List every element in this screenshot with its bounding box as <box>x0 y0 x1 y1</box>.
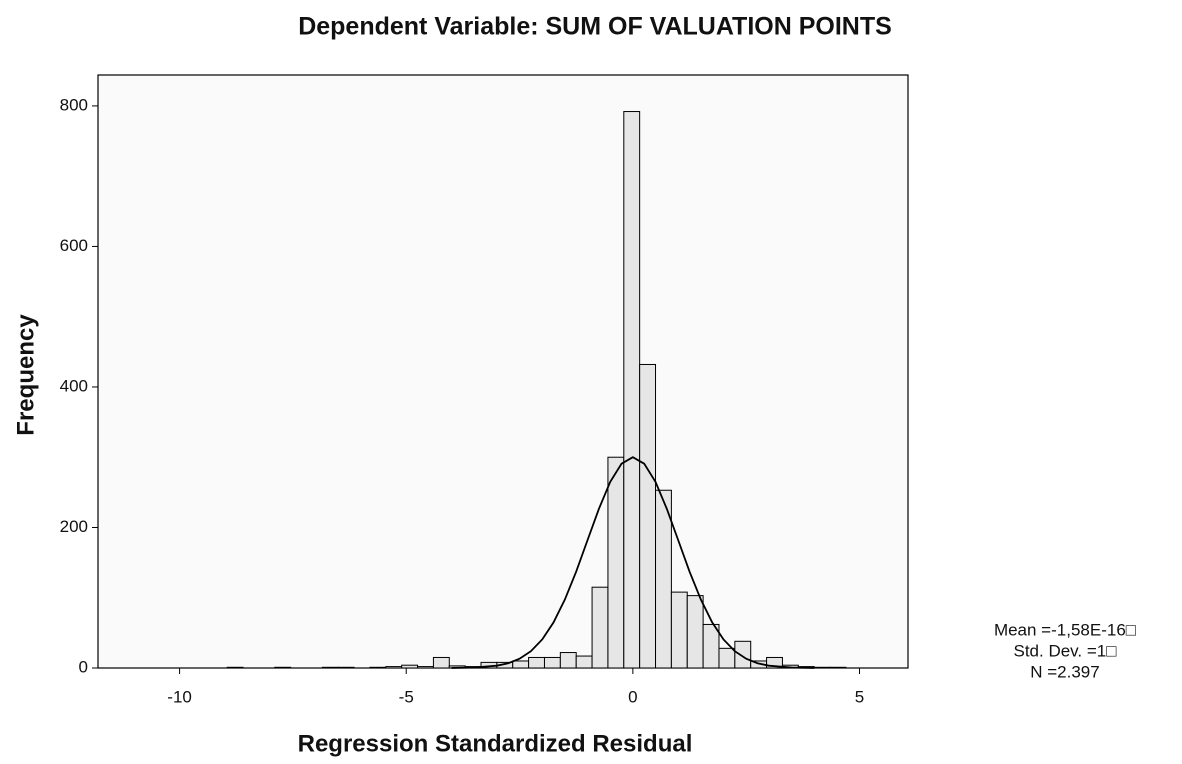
stats-label: N =2.397 <box>1030 662 1099 681</box>
y-tick-label: 400 <box>60 376 88 395</box>
bar <box>543 656 561 669</box>
x-tick-label: -10 <box>167 687 192 706</box>
bar <box>766 656 783 669</box>
y-axis-title: Frequency <box>12 314 39 436</box>
y-tick-label: 200 <box>60 517 88 536</box>
bar <box>829 666 847 669</box>
x-tick-label: 0 <box>628 687 637 706</box>
y-tick-label: 0 <box>79 657 88 676</box>
bar <box>321 666 339 669</box>
x-tick-label: -5 <box>399 687 414 706</box>
bar <box>813 666 831 669</box>
x-tick-label: 5 <box>855 687 864 706</box>
bar <box>655 489 672 669</box>
chart-title: Dependent Variable: SUM OF VALUATION POI… <box>298 13 892 41</box>
normal-curve <box>451 456 815 669</box>
x-axis-title: Regression Standardized Residual <box>298 730 693 757</box>
bar <box>385 666 403 669</box>
stats-label: Mean =-1,58E-16□ <box>994 620 1136 639</box>
bar <box>591 586 609 669</box>
bar <box>512 660 530 669</box>
bar <box>607 456 625 669</box>
bar <box>702 623 720 669</box>
bar <box>369 666 387 669</box>
bar <box>528 656 545 669</box>
bar <box>686 595 704 669</box>
bar <box>670 591 688 669</box>
y-tick-label: 600 <box>60 236 88 255</box>
plot-frame <box>97 74 909 669</box>
bar <box>575 655 593 669</box>
bar <box>337 666 355 669</box>
bar <box>734 640 752 669</box>
bar <box>432 656 450 669</box>
bar <box>718 647 736 669</box>
bar <box>226 666 244 669</box>
y-tick-label: 800 <box>60 95 88 114</box>
bar <box>639 363 657 669</box>
stats-label: Std. Dev. =1□ <box>1013 641 1116 660</box>
bar <box>417 666 434 669</box>
bar <box>623 111 641 669</box>
bar <box>559 652 577 669</box>
bar <box>401 664 419 669</box>
bar <box>274 666 292 669</box>
